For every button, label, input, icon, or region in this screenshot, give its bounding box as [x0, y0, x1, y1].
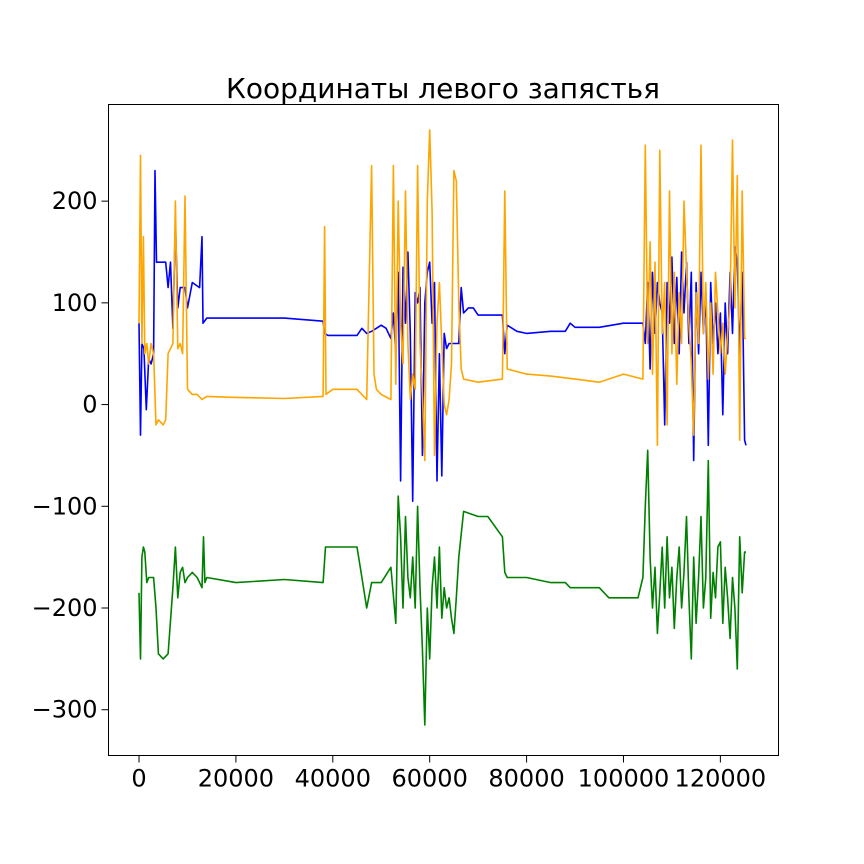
chart-title: Координаты левого запястья: [226, 72, 660, 105]
y-axis: −300 −200 −100 0 100 200: [32, 187, 109, 724]
y-tick-label: 200: [52, 187, 98, 215]
y-tick-label: −200: [32, 594, 98, 622]
plot-frame: [108, 104, 779, 756]
x-tick-label: 20000: [198, 765, 274, 793]
x-axis: 0 20000 40000 60000 80000 100000 120000: [131, 755, 767, 793]
series-layer: [138, 129, 747, 726]
x-tick-label: 40000: [295, 765, 371, 793]
y-tick-label: −300: [32, 696, 98, 724]
x-tick-label: 80000: [488, 765, 564, 793]
y-tick-label: −100: [32, 492, 98, 520]
y-tick-label: 100: [52, 289, 98, 317]
x-tick-label: 120000: [675, 765, 767, 793]
series-line-3: [138, 449, 746, 726]
y-tick-label: 0: [82, 391, 97, 419]
x-tick-label: 0: [131, 765, 146, 793]
x-tick-label: 60000: [392, 765, 468, 793]
series-line-2: [138, 129, 746, 462]
series-line-1: [138, 169, 747, 502]
x-tick-label: 100000: [578, 765, 670, 793]
